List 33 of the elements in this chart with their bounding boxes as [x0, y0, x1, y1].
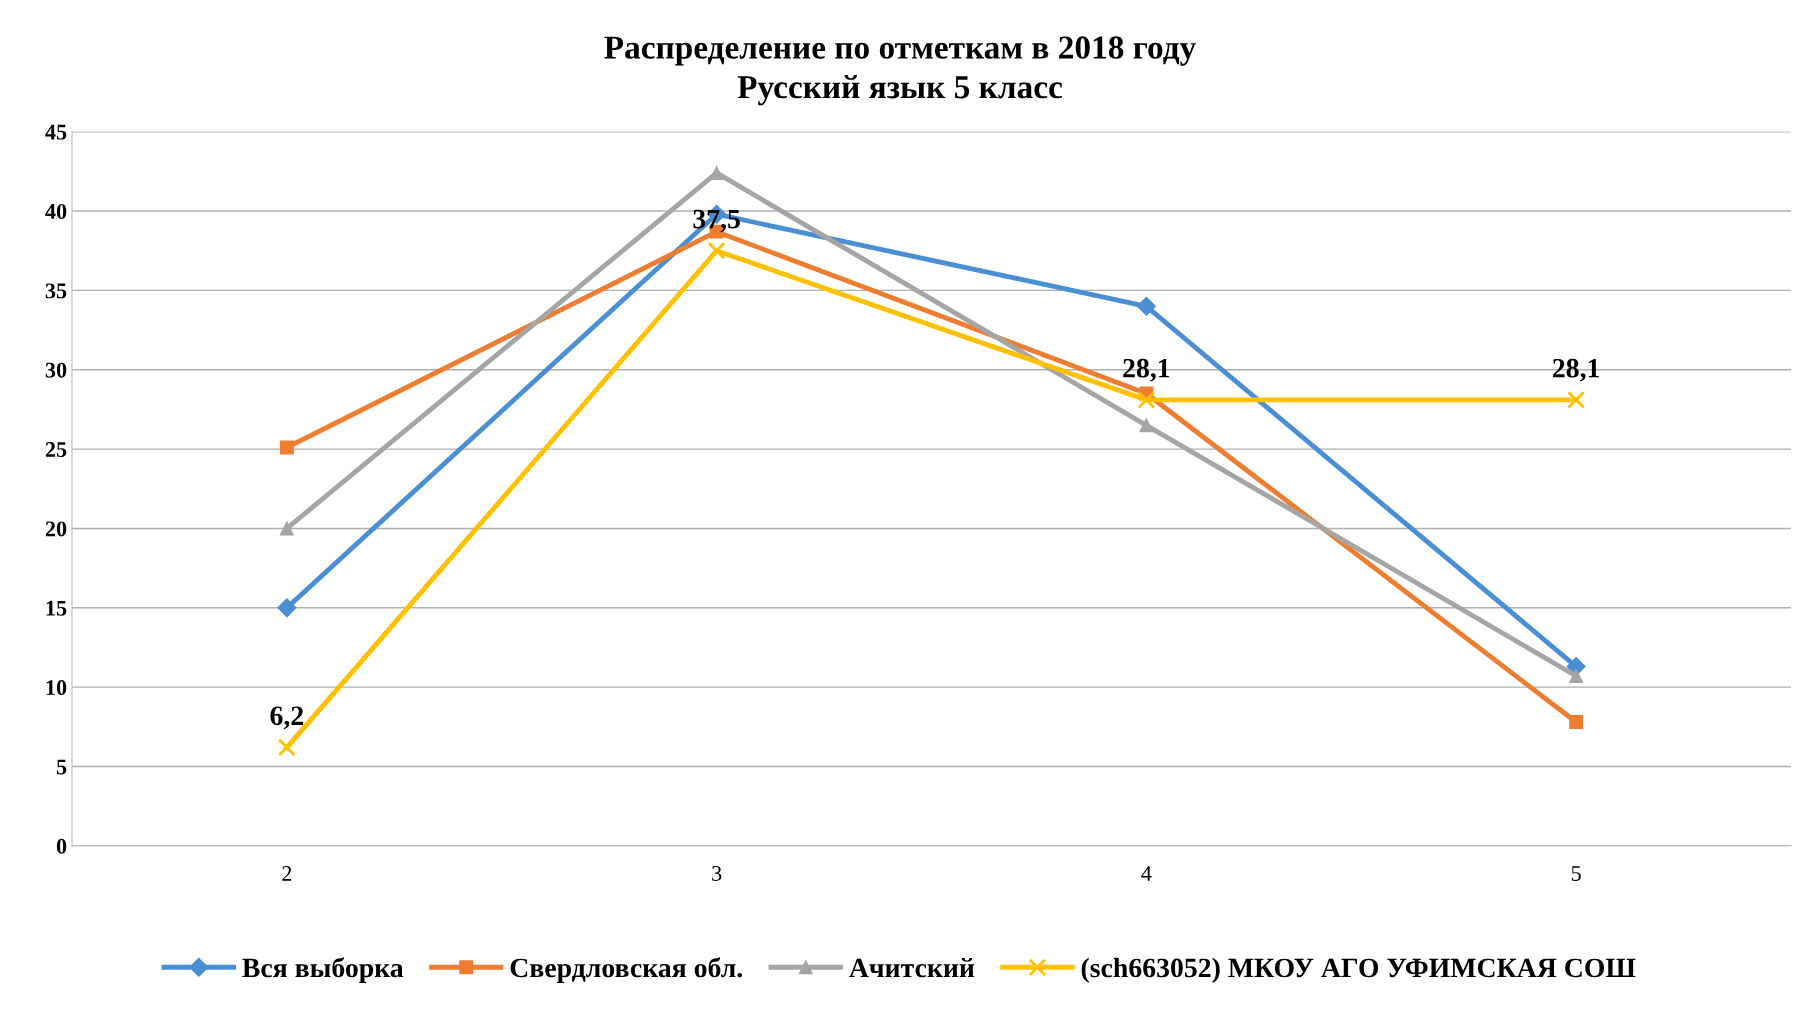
- y-tick-label: 30: [45, 362, 67, 378]
- legend-label: Свердловская обл.: [510, 957, 743, 983]
- point: [1567, 390, 1586, 409]
- point: [277, 598, 297, 618]
- point: [1569, 715, 1584, 730]
- x-tick-label: 3: [712, 866, 722, 881]
- data-label: 28,1: [1123, 358, 1170, 382]
- y-tick-label: 40: [45, 203, 67, 219]
- data-label: 28,1: [1552, 358, 1599, 382]
- legend-label: Ачитский: [849, 957, 975, 978]
- y-tick-label: 10: [46, 680, 67, 696]
- point: [1136, 296, 1156, 316]
- x-tick-label: 2: [282, 866, 292, 881]
- point: [277, 738, 296, 757]
- chart-title: Распределение по отметкам в 2018 году Русский язык 5 класс: [604, 36, 1196, 106]
- point: [1139, 418, 1154, 433]
- y-tick-label: 25: [45, 442, 67, 458]
- x-tick-label: 4: [1141, 866, 1152, 881]
- point: [707, 241, 726, 260]
- legend-label: (sch663052) МКОУ АГО УФИМСКАЯ СОШ: [1081, 957, 1636, 983]
- y-tick-label: 5: [56, 759, 67, 775]
- point: [279, 440, 294, 455]
- point: [279, 521, 294, 536]
- y-tick-label: 35: [45, 283, 67, 299]
- y-tick-label: 15: [46, 600, 67, 616]
- point: [1569, 669, 1584, 683]
- data-label: 6,2: [270, 706, 304, 730]
- point: [1137, 390, 1156, 409]
- y-tick-label: 0: [56, 838, 67, 854]
- x-tick-label: 5: [1571, 866, 1581, 881]
- legend-label: Вся выборка: [242, 957, 404, 983]
- y-tick-label: 45: [45, 124, 67, 140]
- y-tick-label: 20: [45, 521, 67, 537]
